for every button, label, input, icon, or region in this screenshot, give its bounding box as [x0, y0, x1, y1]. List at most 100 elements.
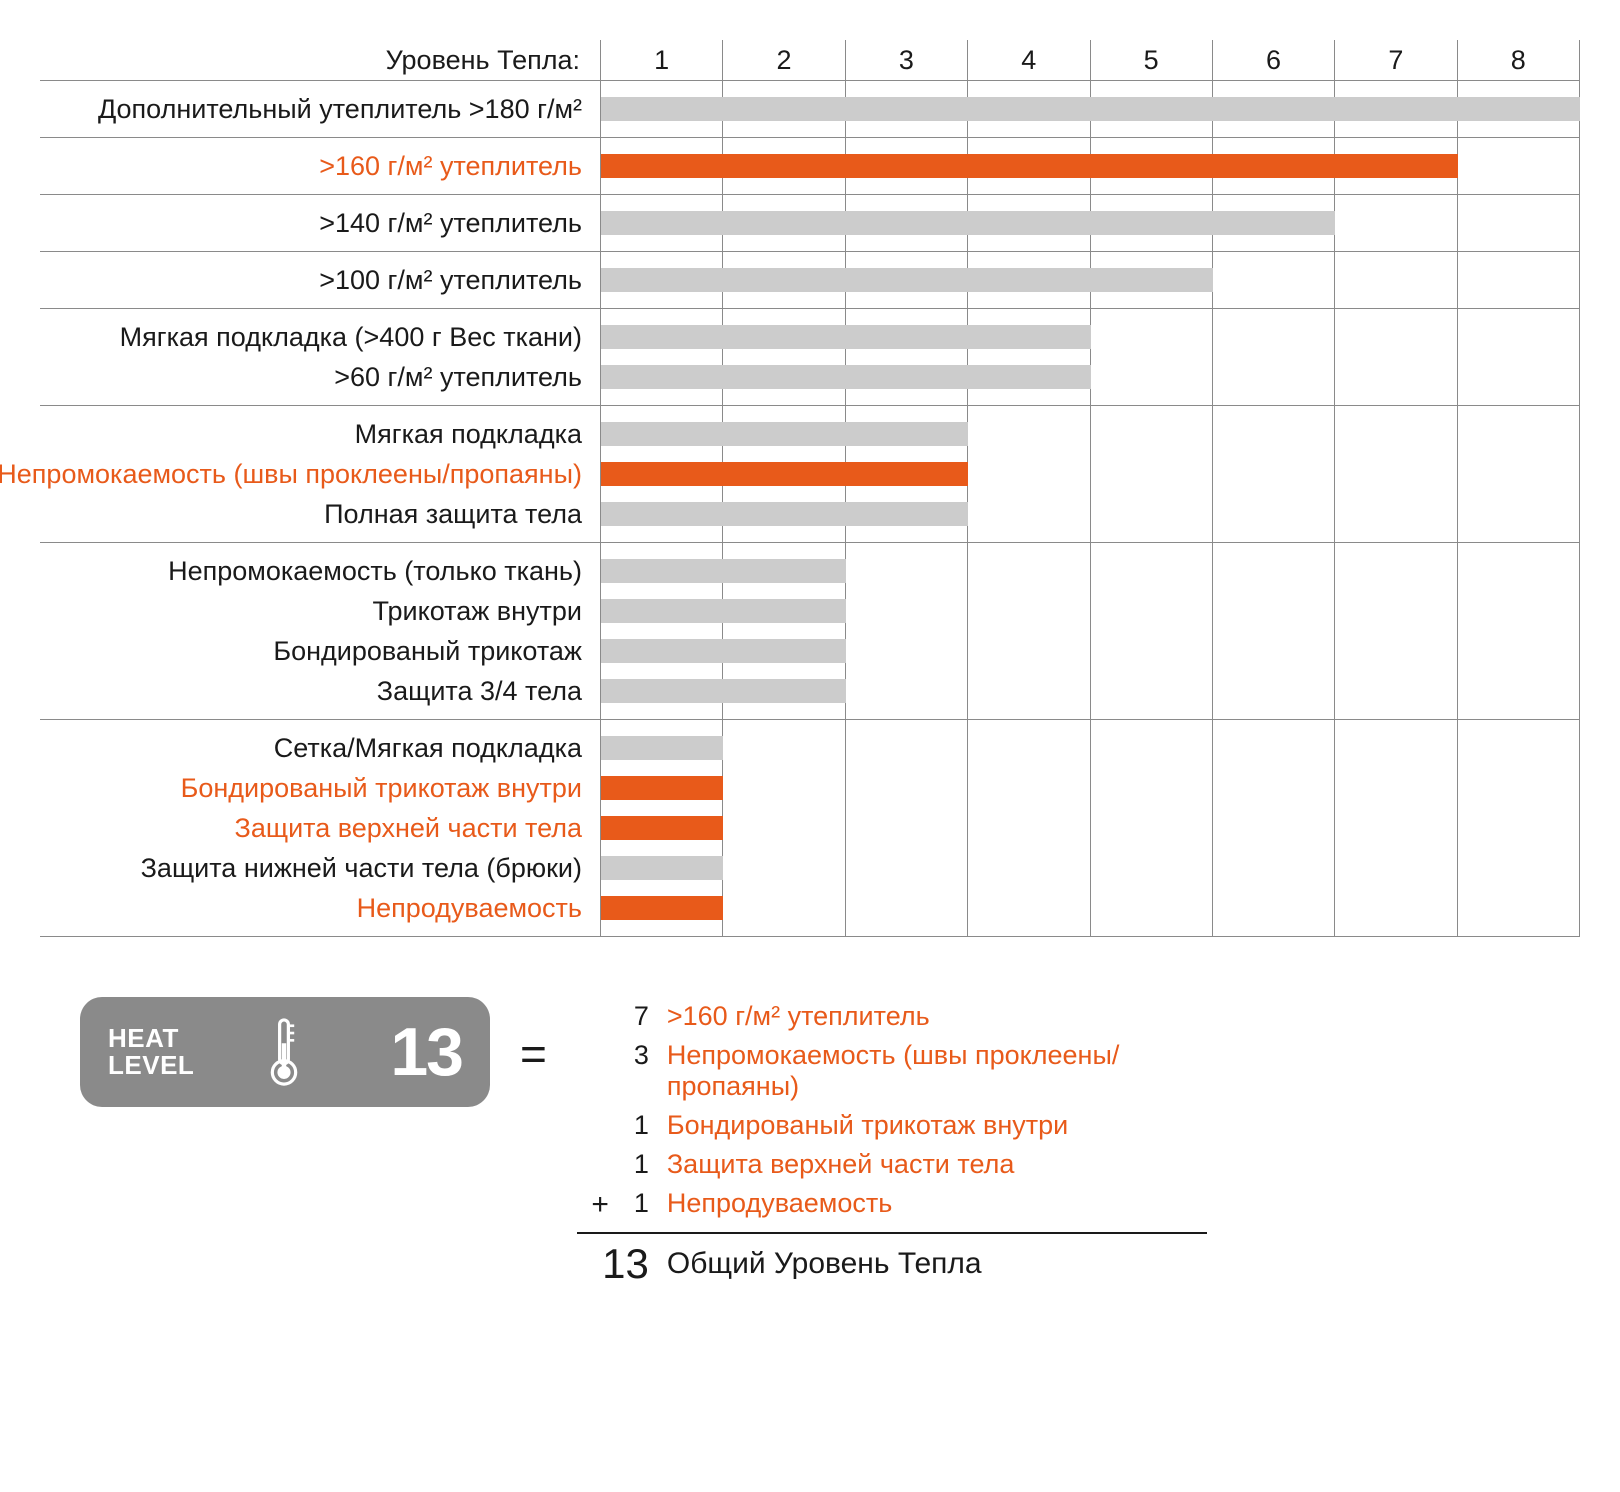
- axis-tick: 3: [846, 40, 968, 80]
- badge-title-line2: LEVEL: [108, 1050, 194, 1080]
- row-label: Бондированый трикотаж: [40, 631, 600, 671]
- row-bar-area: [600, 317, 1580, 357]
- bar: [601, 896, 723, 920]
- row-bar-area: [600, 260, 1580, 300]
- row-bar-area: [600, 591, 1580, 631]
- row-bar-area: [600, 848, 1580, 888]
- row-label: >60 г/м² утеплитель: [40, 357, 600, 397]
- axis-row: Уровень Тепла: 12345678: [40, 40, 1580, 80]
- sum-num: 1: [617, 1110, 667, 1141]
- chart-row: >160 г/м² утеплитель: [40, 146, 1580, 186]
- chart-group: >100 г/м² утеплитель: [40, 251, 1580, 308]
- chart-row: Трикотаж внутри: [40, 591, 1580, 631]
- bar: [601, 639, 846, 663]
- row-label: Защита нижней части тела (брюки): [40, 848, 600, 888]
- sum-num: 1: [617, 1149, 667, 1180]
- row-bar-area: [600, 808, 1580, 848]
- chart-row: Бондированый трикотаж внутри: [40, 768, 1580, 808]
- heat-level-badge: HEAT LEVEL 13: [80, 997, 490, 1107]
- bar: [601, 856, 723, 880]
- heat-level-chart: Уровень Тепла: 12345678 Дополнительный у…: [40, 40, 1580, 937]
- sum-total-row: 13 Общий Уровень Тепла: [577, 1240, 1207, 1288]
- bar: [601, 736, 723, 760]
- axis-tick: 6: [1213, 40, 1335, 80]
- sum-num: 3: [617, 1040, 667, 1071]
- row-bar-area: [600, 671, 1580, 711]
- bar: [601, 97, 1580, 121]
- thermometer-icon: [266, 1017, 302, 1087]
- badge-title-line1: HEAT: [108, 1023, 179, 1053]
- chart-row: Мягкая подкладка: [40, 414, 1580, 454]
- row-label: Защита 3/4 тела: [40, 671, 600, 711]
- bar: [601, 559, 846, 583]
- sum-row: 1Защита верхней части тела: [577, 1145, 1207, 1184]
- row-label: >140 г/м² утеплитель: [40, 203, 600, 243]
- sum-label: Непромокаемость (швы проклеены/пропаяны): [667, 1040, 1167, 1102]
- chart-group: Мягкая подкладка (>400 г Вес ткани)>60 г…: [40, 308, 1580, 405]
- sum-label: >160 г/м² утеплитель: [667, 1001, 930, 1032]
- summary-section: HEAT LEVEL 13 = 7>160 г/м² утеплитель3Не…: [40, 997, 1580, 1288]
- chart-row: Защита верхней части тела: [40, 808, 1580, 848]
- axis-ticks: 12345678: [600, 40, 1580, 80]
- bar: [601, 776, 723, 800]
- sum-label: Бондированый трикотаж внутри: [667, 1110, 1068, 1141]
- sum-label: Защита верхней части тела: [667, 1149, 1014, 1180]
- bar: [601, 365, 1091, 389]
- bar: [601, 599, 846, 623]
- axis-tick: 4: [968, 40, 1090, 80]
- badge-value: 13: [390, 1013, 462, 1091]
- chart-row: >100 г/м² утеплитель: [40, 260, 1580, 300]
- chart-row: Защита 3/4 тела: [40, 671, 1580, 711]
- row-label: Непромокаемость (только ткань): [40, 551, 600, 591]
- row-bar-area: [600, 551, 1580, 591]
- row-label: Защита верхней части тела: [40, 808, 600, 848]
- axis-tick: 8: [1458, 40, 1580, 80]
- bar: [601, 211, 1335, 235]
- equals-sign: =: [520, 1027, 547, 1081]
- bar: [601, 679, 846, 703]
- row-bar-area: [600, 888, 1580, 928]
- bar: [601, 325, 1091, 349]
- chart-row: Непромокаемость (швы проклеены/пропаяны): [40, 454, 1580, 494]
- chart-group: Сетка/Мягкая подкладкаБондированый трико…: [40, 719, 1580, 937]
- axis-tick: 5: [1091, 40, 1213, 80]
- chart-row: Бондированый трикотаж: [40, 631, 1580, 671]
- bar: [601, 462, 968, 486]
- axis-tick: 1: [601, 40, 723, 80]
- chart-row: Защита нижней части тела (брюки): [40, 848, 1580, 888]
- sum-total-num: 13: [577, 1240, 667, 1288]
- sum-row: +1Непродуваемость: [577, 1184, 1207, 1226]
- sum-plus: +: [577, 1188, 617, 1222]
- chart-row: Непромокаемость (только ткань): [40, 551, 1580, 591]
- row-bar-area: [600, 454, 1580, 494]
- chart-group: >140 г/м² утеплитель: [40, 194, 1580, 251]
- badge-title: HEAT LEVEL: [108, 1025, 194, 1080]
- axis-tick: 2: [723, 40, 845, 80]
- row-bar-area: [600, 631, 1580, 671]
- sum-divider: [577, 1232, 1207, 1234]
- chart-row: >60 г/м² утеплитель: [40, 357, 1580, 397]
- bar: [601, 422, 968, 446]
- row-label: >100 г/м² утеплитель: [40, 260, 600, 300]
- sum-breakdown: 7>160 г/м² утеплитель3Непромокаемость (ш…: [577, 997, 1207, 1288]
- chart-group: Дополнительный утеплитель >180 г/м²: [40, 80, 1580, 137]
- row-label: Полная защита тела: [40, 494, 600, 534]
- row-label: Дополнительный утеплитель >180 г/м²: [40, 89, 600, 129]
- sum-total-label: Общий Уровень Тепла: [667, 1247, 982, 1281]
- chart-row: Мягкая подкладка (>400 г Вес ткани): [40, 317, 1580, 357]
- chart-row: Непродуваемость: [40, 888, 1580, 928]
- sum-num: 7: [617, 1001, 667, 1032]
- sum-row: 7>160 г/м² утеплитель: [577, 997, 1207, 1036]
- chart-group: Непромокаемость (только ткань)Трикотаж в…: [40, 542, 1580, 719]
- row-bar-area: [600, 494, 1580, 534]
- bar: [601, 502, 968, 526]
- row-label: >160 г/м² утеплитель: [40, 146, 600, 186]
- sum-num: 1: [617, 1188, 667, 1219]
- row-bar-area: [600, 89, 1580, 129]
- row-bar-area: [600, 146, 1580, 186]
- row-bar-area: [600, 768, 1580, 808]
- axis-title: Уровень Тепла:: [40, 45, 600, 76]
- bar: [601, 154, 1458, 178]
- row-label: Сетка/Мягкая подкладка: [40, 728, 600, 768]
- sum-row: 3Непромокаемость (швы проклеены/пропаяны…: [577, 1036, 1207, 1106]
